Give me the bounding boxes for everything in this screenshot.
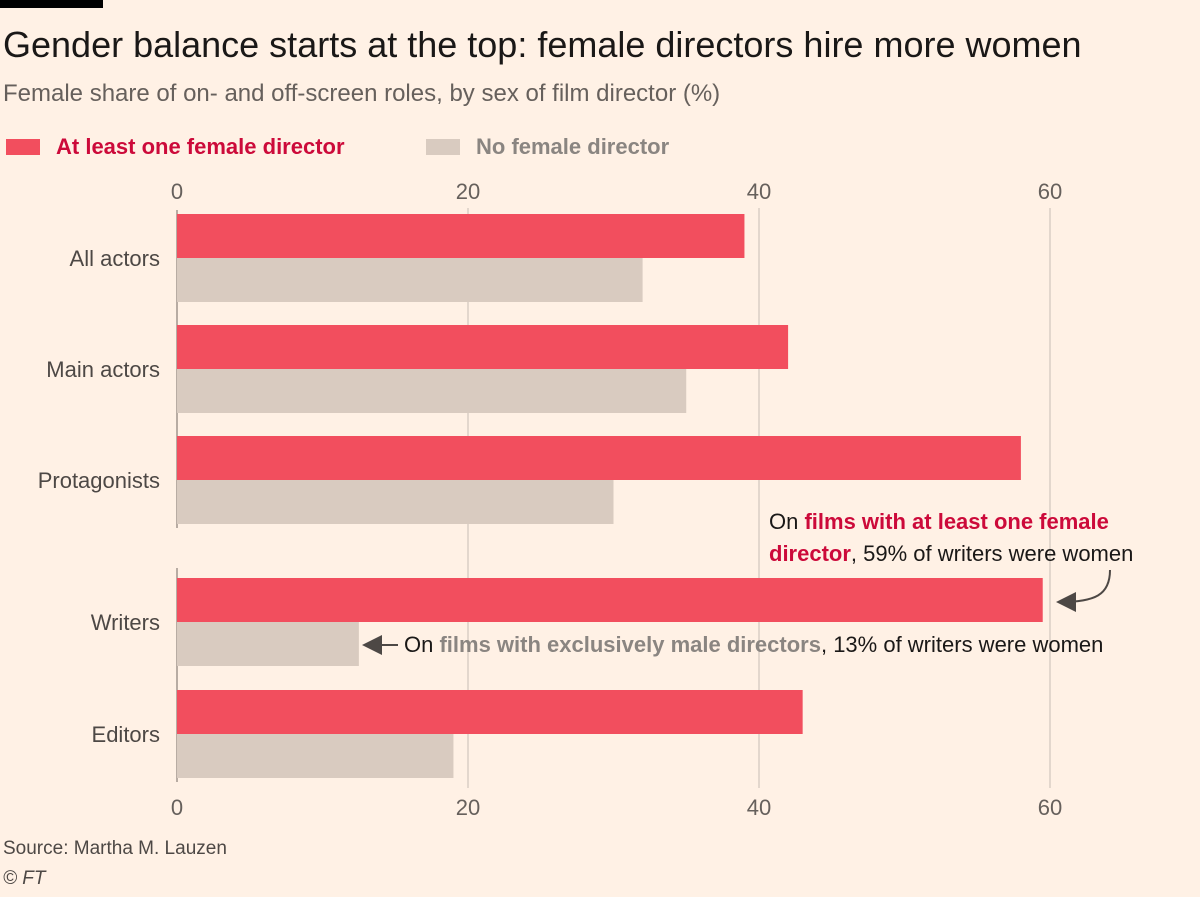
chart-subtitle: Female share of on- and off-screen roles… xyxy=(3,80,721,107)
bar-female-main-actors xyxy=(177,325,789,369)
bar-male-main-actors xyxy=(177,369,687,413)
bar-female-protagonists xyxy=(177,436,1021,480)
legend-item-female: At least one female director xyxy=(6,133,345,161)
tick-label-top-20: 20 xyxy=(456,179,480,204)
category-label-editors: Editors xyxy=(92,722,160,747)
category-label-main-actors: Main actors xyxy=(46,357,160,382)
tick-label-top-60: 60 xyxy=(1038,179,1062,204)
tick-label-bottom-40: 40 xyxy=(747,795,771,820)
source-note: Source: Martha M. Lauzen xyxy=(3,838,227,859)
legend-swatch-female xyxy=(6,139,40,155)
tick-label-bottom-60: 60 xyxy=(1038,795,1062,820)
ft-top-bar xyxy=(0,0,103,8)
legend-item-male: No female director xyxy=(426,133,669,161)
annotation-writers-female: On films with at least one female direct… xyxy=(769,509,1134,566)
bar-female-writers xyxy=(177,578,1043,622)
annotation-writers-male: On films with exclusively male directors… xyxy=(404,632,1104,657)
legend-label-female: At least one female director xyxy=(56,134,345,159)
tick-label-top-0: 0 xyxy=(171,179,183,204)
legend-swatch-male xyxy=(426,139,460,155)
bar-female-all-actors xyxy=(177,214,745,258)
tick-label-bottom-0: 0 xyxy=(171,795,183,820)
bar-male-protagonists xyxy=(177,480,614,524)
category-label-all-actors: All actors xyxy=(70,246,160,271)
tick-label-top-40: 40 xyxy=(747,179,771,204)
bar-female-editors xyxy=(177,690,803,734)
legend-label-male: No female director xyxy=(476,134,670,159)
category-label-protagonists: Protagonists xyxy=(38,468,160,493)
bar-male-all-actors xyxy=(177,258,643,302)
category-label-writers: Writers xyxy=(91,610,160,635)
bar-male-editors xyxy=(177,734,454,778)
chart-title: Gender balance starts at the top: female… xyxy=(3,24,1082,65)
tick-label-bottom-20: 20 xyxy=(456,795,480,820)
annotation-arrow-female xyxy=(1056,569,1111,612)
copyright: © FT xyxy=(3,868,46,889)
bar-male-writers xyxy=(177,622,359,666)
